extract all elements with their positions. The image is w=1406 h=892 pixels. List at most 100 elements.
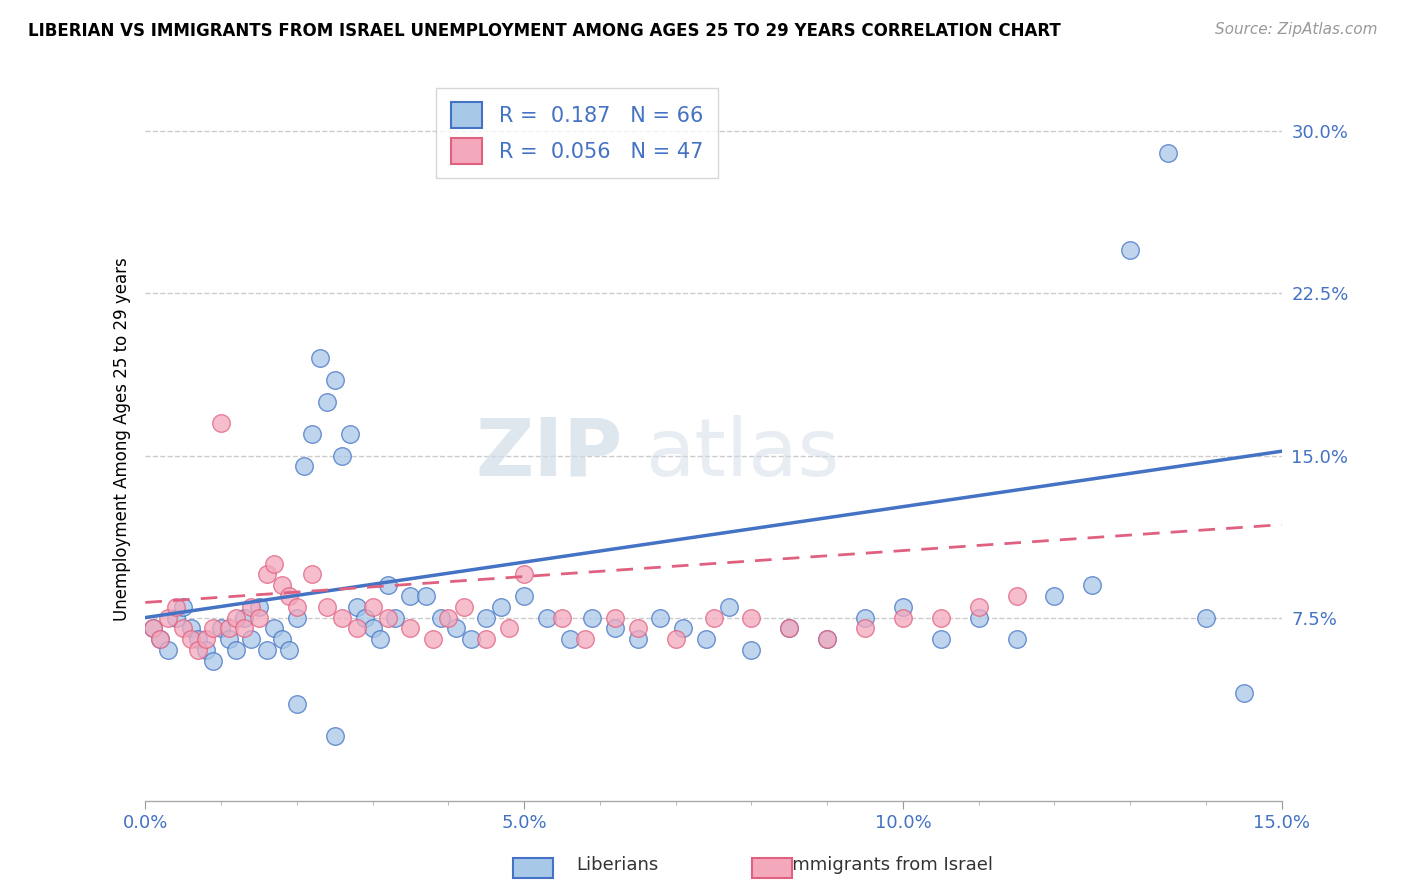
Point bbox=[437, 610, 460, 624]
Point bbox=[218, 632, 240, 647]
Point bbox=[270, 578, 292, 592]
Point bbox=[187, 643, 209, 657]
Point bbox=[581, 610, 603, 624]
Point bbox=[194, 643, 217, 657]
Point bbox=[717, 599, 740, 614]
Point bbox=[354, 610, 377, 624]
Point bbox=[665, 632, 688, 647]
Point bbox=[377, 610, 399, 624]
Point bbox=[891, 610, 914, 624]
Point bbox=[574, 632, 596, 647]
Point bbox=[316, 599, 339, 614]
Point bbox=[301, 426, 323, 441]
Point bbox=[536, 610, 558, 624]
Point bbox=[232, 621, 254, 635]
Point bbox=[399, 589, 422, 603]
Point bbox=[256, 567, 278, 582]
Point bbox=[384, 610, 406, 624]
Point bbox=[627, 621, 650, 635]
Point bbox=[740, 643, 762, 657]
Point bbox=[672, 621, 695, 635]
Point bbox=[346, 621, 368, 635]
Point bbox=[1005, 632, 1028, 647]
Point bbox=[891, 599, 914, 614]
Point bbox=[301, 567, 323, 582]
Text: ZIP: ZIP bbox=[475, 415, 623, 492]
Point bbox=[330, 610, 353, 624]
Point bbox=[157, 610, 180, 624]
Point bbox=[929, 632, 952, 647]
Point bbox=[240, 632, 263, 647]
Legend: R =  0.187   N = 66, R =  0.056   N = 47: R = 0.187 N = 66, R = 0.056 N = 47 bbox=[436, 87, 718, 178]
Point bbox=[361, 599, 384, 614]
Point bbox=[778, 621, 800, 635]
Point bbox=[929, 610, 952, 624]
Point bbox=[377, 578, 399, 592]
Point bbox=[475, 632, 498, 647]
Point bbox=[650, 610, 672, 624]
Point bbox=[422, 632, 444, 647]
Point bbox=[399, 621, 422, 635]
Text: Immigrants from Israel: Immigrants from Israel bbox=[787, 855, 994, 873]
Point bbox=[778, 621, 800, 635]
Point bbox=[330, 449, 353, 463]
Point bbox=[368, 632, 391, 647]
Point bbox=[695, 632, 717, 647]
Point bbox=[1081, 578, 1104, 592]
Point bbox=[853, 610, 876, 624]
Point bbox=[853, 621, 876, 635]
Point bbox=[498, 621, 520, 635]
Point bbox=[202, 654, 225, 668]
Point bbox=[627, 632, 650, 647]
Point bbox=[285, 599, 308, 614]
Point bbox=[209, 621, 232, 635]
Point bbox=[603, 610, 626, 624]
Point bbox=[513, 567, 536, 582]
Point bbox=[172, 599, 194, 614]
Point bbox=[453, 599, 475, 614]
Point bbox=[180, 621, 202, 635]
Point bbox=[308, 351, 330, 366]
Point bbox=[240, 599, 263, 614]
Point bbox=[346, 599, 368, 614]
Point bbox=[323, 730, 346, 744]
Point bbox=[361, 621, 384, 635]
Point bbox=[263, 621, 285, 635]
Point bbox=[323, 373, 346, 387]
Point bbox=[172, 621, 194, 635]
Text: LIBERIAN VS IMMIGRANTS FROM ISRAEL UNEMPLOYMENT AMONG AGES 25 TO 29 YEARS CORREL: LIBERIAN VS IMMIGRANTS FROM ISRAEL UNEMP… bbox=[28, 22, 1062, 40]
Point bbox=[142, 621, 165, 635]
Point bbox=[202, 621, 225, 635]
Point bbox=[551, 610, 574, 624]
Point bbox=[232, 610, 254, 624]
Point bbox=[294, 459, 316, 474]
Point bbox=[316, 394, 339, 409]
Point bbox=[1043, 589, 1066, 603]
Point bbox=[165, 599, 187, 614]
Point bbox=[225, 643, 247, 657]
Point bbox=[165, 610, 187, 624]
Point bbox=[209, 416, 232, 430]
Text: Liberians: Liberians bbox=[576, 855, 658, 873]
Point bbox=[187, 632, 209, 647]
Point bbox=[149, 632, 172, 647]
Point bbox=[278, 589, 301, 603]
Point bbox=[285, 697, 308, 711]
Point bbox=[429, 610, 451, 624]
Point bbox=[225, 610, 247, 624]
Point bbox=[1119, 244, 1142, 258]
Point bbox=[967, 599, 990, 614]
Y-axis label: Unemployment Among Ages 25 to 29 years: Unemployment Among Ages 25 to 29 years bbox=[114, 258, 131, 621]
Point bbox=[218, 621, 240, 635]
Point bbox=[1195, 610, 1218, 624]
Point bbox=[1157, 146, 1180, 161]
Point bbox=[815, 632, 838, 647]
Point bbox=[149, 632, 172, 647]
Point bbox=[475, 610, 498, 624]
Point bbox=[740, 610, 762, 624]
Point bbox=[1005, 589, 1028, 603]
Point bbox=[460, 632, 482, 647]
Text: Source: ZipAtlas.com: Source: ZipAtlas.com bbox=[1215, 22, 1378, 37]
Point bbox=[558, 632, 581, 647]
Point bbox=[603, 621, 626, 635]
